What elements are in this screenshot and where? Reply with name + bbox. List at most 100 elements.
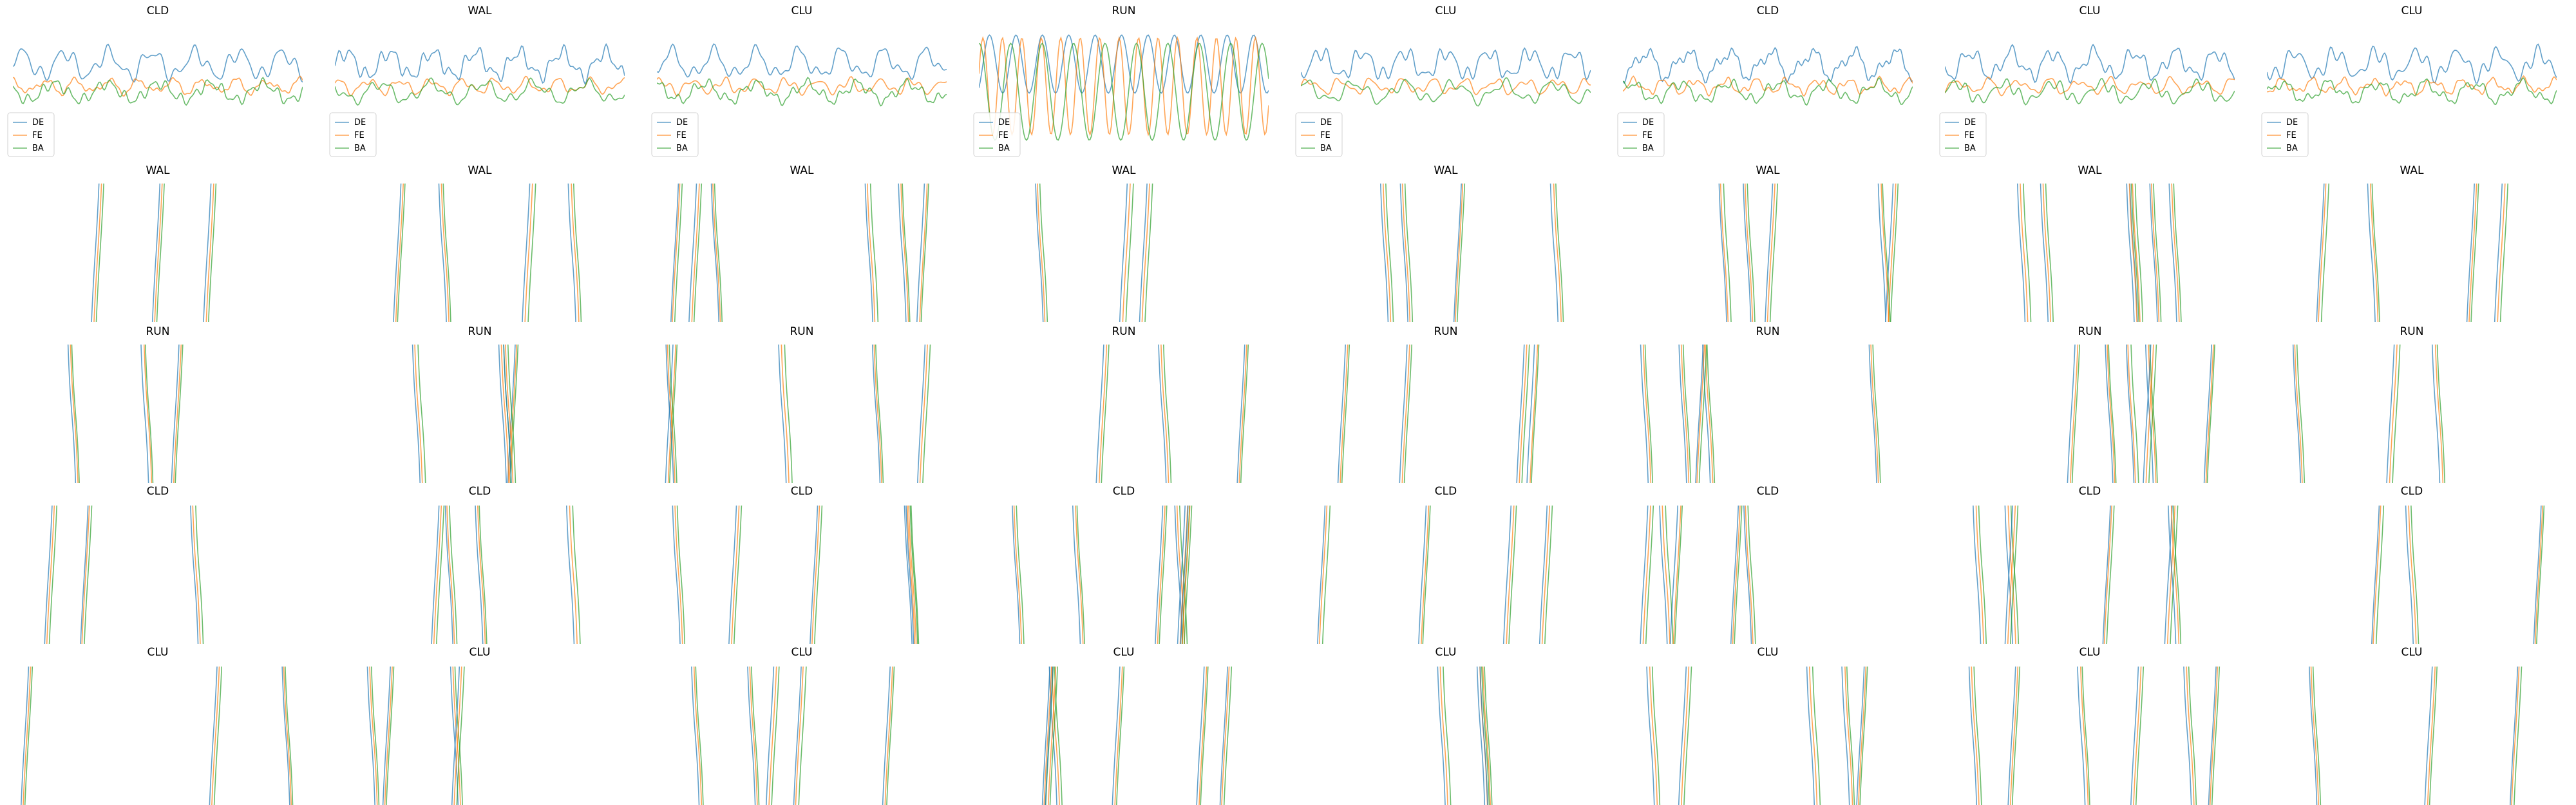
series-line-de <box>2126 341 2134 486</box>
legend-label-ba: BA <box>32 144 44 153</box>
subplot-traces <box>21 663 293 805</box>
series-line-ba <box>1873 341 1880 486</box>
subplot-traces <box>13 44 303 105</box>
subplot-traces <box>1437 663 1492 805</box>
legend-label-de: DE <box>1320 118 1332 128</box>
subplot-r3-c0: CLD <box>44 485 204 647</box>
series-line-de <box>2372 502 2380 647</box>
series-line-fe <box>2011 663 2018 805</box>
series-line-de <box>2103 502 2110 647</box>
subplot-title: WAL <box>468 164 493 177</box>
series-line-ba <box>2313 663 2321 805</box>
subplot-traces <box>68 341 184 486</box>
legend-label-fe: FE <box>2286 131 2297 140</box>
series-line-de <box>1869 341 1877 486</box>
series-line-ba <box>1423 502 1430 647</box>
series-line-ba <box>2150 341 2157 486</box>
legend-label-de: DE <box>1964 118 1976 128</box>
series-line-de <box>1237 341 1245 486</box>
series-line-fe <box>2311 663 2318 805</box>
series-line-ba <box>1674 502 1682 647</box>
series-line-ba <box>1200 663 1208 805</box>
subplot-title: RUN <box>1756 325 1780 338</box>
series-line-ba <box>2174 180 2181 325</box>
subplot-r3-c1: CLD <box>431 485 580 647</box>
legend-label-fe: FE <box>1320 131 1331 140</box>
subplot-title: WAL <box>790 164 815 177</box>
series-line-ba <box>1707 341 1715 486</box>
series-line-fe <box>2206 341 2213 486</box>
legend-label-ba: BA <box>1642 144 1654 153</box>
series-line-de <box>1012 502 1020 647</box>
subplot-traces <box>1640 502 1756 647</box>
series-line-ba <box>25 663 33 805</box>
legend-frame <box>2262 113 2308 156</box>
subplot-title: WAL <box>146 164 171 177</box>
series-line-ba <box>146 341 153 486</box>
subplot-traces <box>1338 341 1539 486</box>
subplot-title: WAL <box>1756 164 1781 177</box>
subplot-traces <box>431 502 580 647</box>
legend-label-de: DE <box>676 118 688 128</box>
legend: DE FE BA <box>330 113 376 156</box>
series-line-de <box>1400 180 1408 325</box>
subplot-r1-c2: WAL <box>671 164 929 325</box>
series-line-de <box>445 502 453 647</box>
subplot-traces <box>2293 341 2445 486</box>
legend-frame <box>1940 113 1986 156</box>
subplot-traces <box>2067 341 2215 486</box>
subplot-r0-c6: CLUDEFEBA <box>1940 5 2235 156</box>
subplot-title: CLD <box>147 485 169 498</box>
series-line-fe <box>1871 341 1879 486</box>
legend-frame <box>974 113 1020 156</box>
subplot-traces <box>1381 180 1564 325</box>
series-line-de <box>21 663 29 805</box>
series-line-de <box>80 502 88 647</box>
legend: DE FE BA <box>1296 113 1342 156</box>
legend-label-de: DE <box>354 118 366 128</box>
subplot-traces <box>1036 180 1153 325</box>
subplot-traces <box>1301 48 1591 106</box>
legend: DE FE BA <box>974 113 1020 156</box>
subplot-title: CLU <box>1757 646 1779 659</box>
legend-label-ba: BA <box>998 144 1010 153</box>
series-line-ba <box>479 502 487 647</box>
subplot-r1-c3: WAL <box>1036 164 1153 325</box>
series-line-ba <box>1531 341 1539 486</box>
subplot-title: WAL <box>2078 164 2103 177</box>
subplot-title: WAL <box>1112 164 1137 177</box>
subplot-title: CLU <box>791 646 813 659</box>
series-line-de <box>657 44 947 79</box>
legend-label-fe: FE <box>1964 131 1975 140</box>
legend-label-fe: FE <box>32 131 43 140</box>
series-line-de <box>1743 180 1751 325</box>
subplot-title: CLU <box>469 646 491 659</box>
subplot-title: CLD <box>147 5 169 17</box>
legend-label-fe: FE <box>676 131 687 140</box>
subplot-title: CLD <box>1435 485 1457 498</box>
subplot-r0-c0: CLDDEFEBA <box>8 5 303 156</box>
subplot-r2-c4: RUN <box>1338 325 1539 486</box>
series-line-fe <box>713 180 721 325</box>
legend-label-de: DE <box>2286 118 2298 128</box>
series-line-fe <box>23 663 31 805</box>
series-line-ba <box>372 663 379 805</box>
series-line-fe <box>2535 502 2543 647</box>
series-line-ba <box>397 180 405 325</box>
series-line-de <box>1301 48 1591 80</box>
series-line-fe <box>979 38 1269 135</box>
legend-label-de: DE <box>1642 118 1654 128</box>
series-line-ba <box>2437 341 2445 486</box>
subplot-title: RUN <box>1434 325 1458 338</box>
series-line-de <box>2150 180 2157 325</box>
series-line-fe <box>283 663 291 805</box>
series-line-ba <box>1077 502 1084 647</box>
subplot-r3-c3: CLD <box>1012 485 1192 647</box>
legend: DE FE BA <box>1618 113 1664 156</box>
subplot-title: CLU <box>2401 646 2423 659</box>
legend: DE FE BA <box>2262 113 2308 156</box>
legend-label-de: DE <box>998 118 1010 128</box>
series-line-ba <box>2267 78 2557 104</box>
subplot-r4-c3: CLU <box>1042 646 1231 805</box>
